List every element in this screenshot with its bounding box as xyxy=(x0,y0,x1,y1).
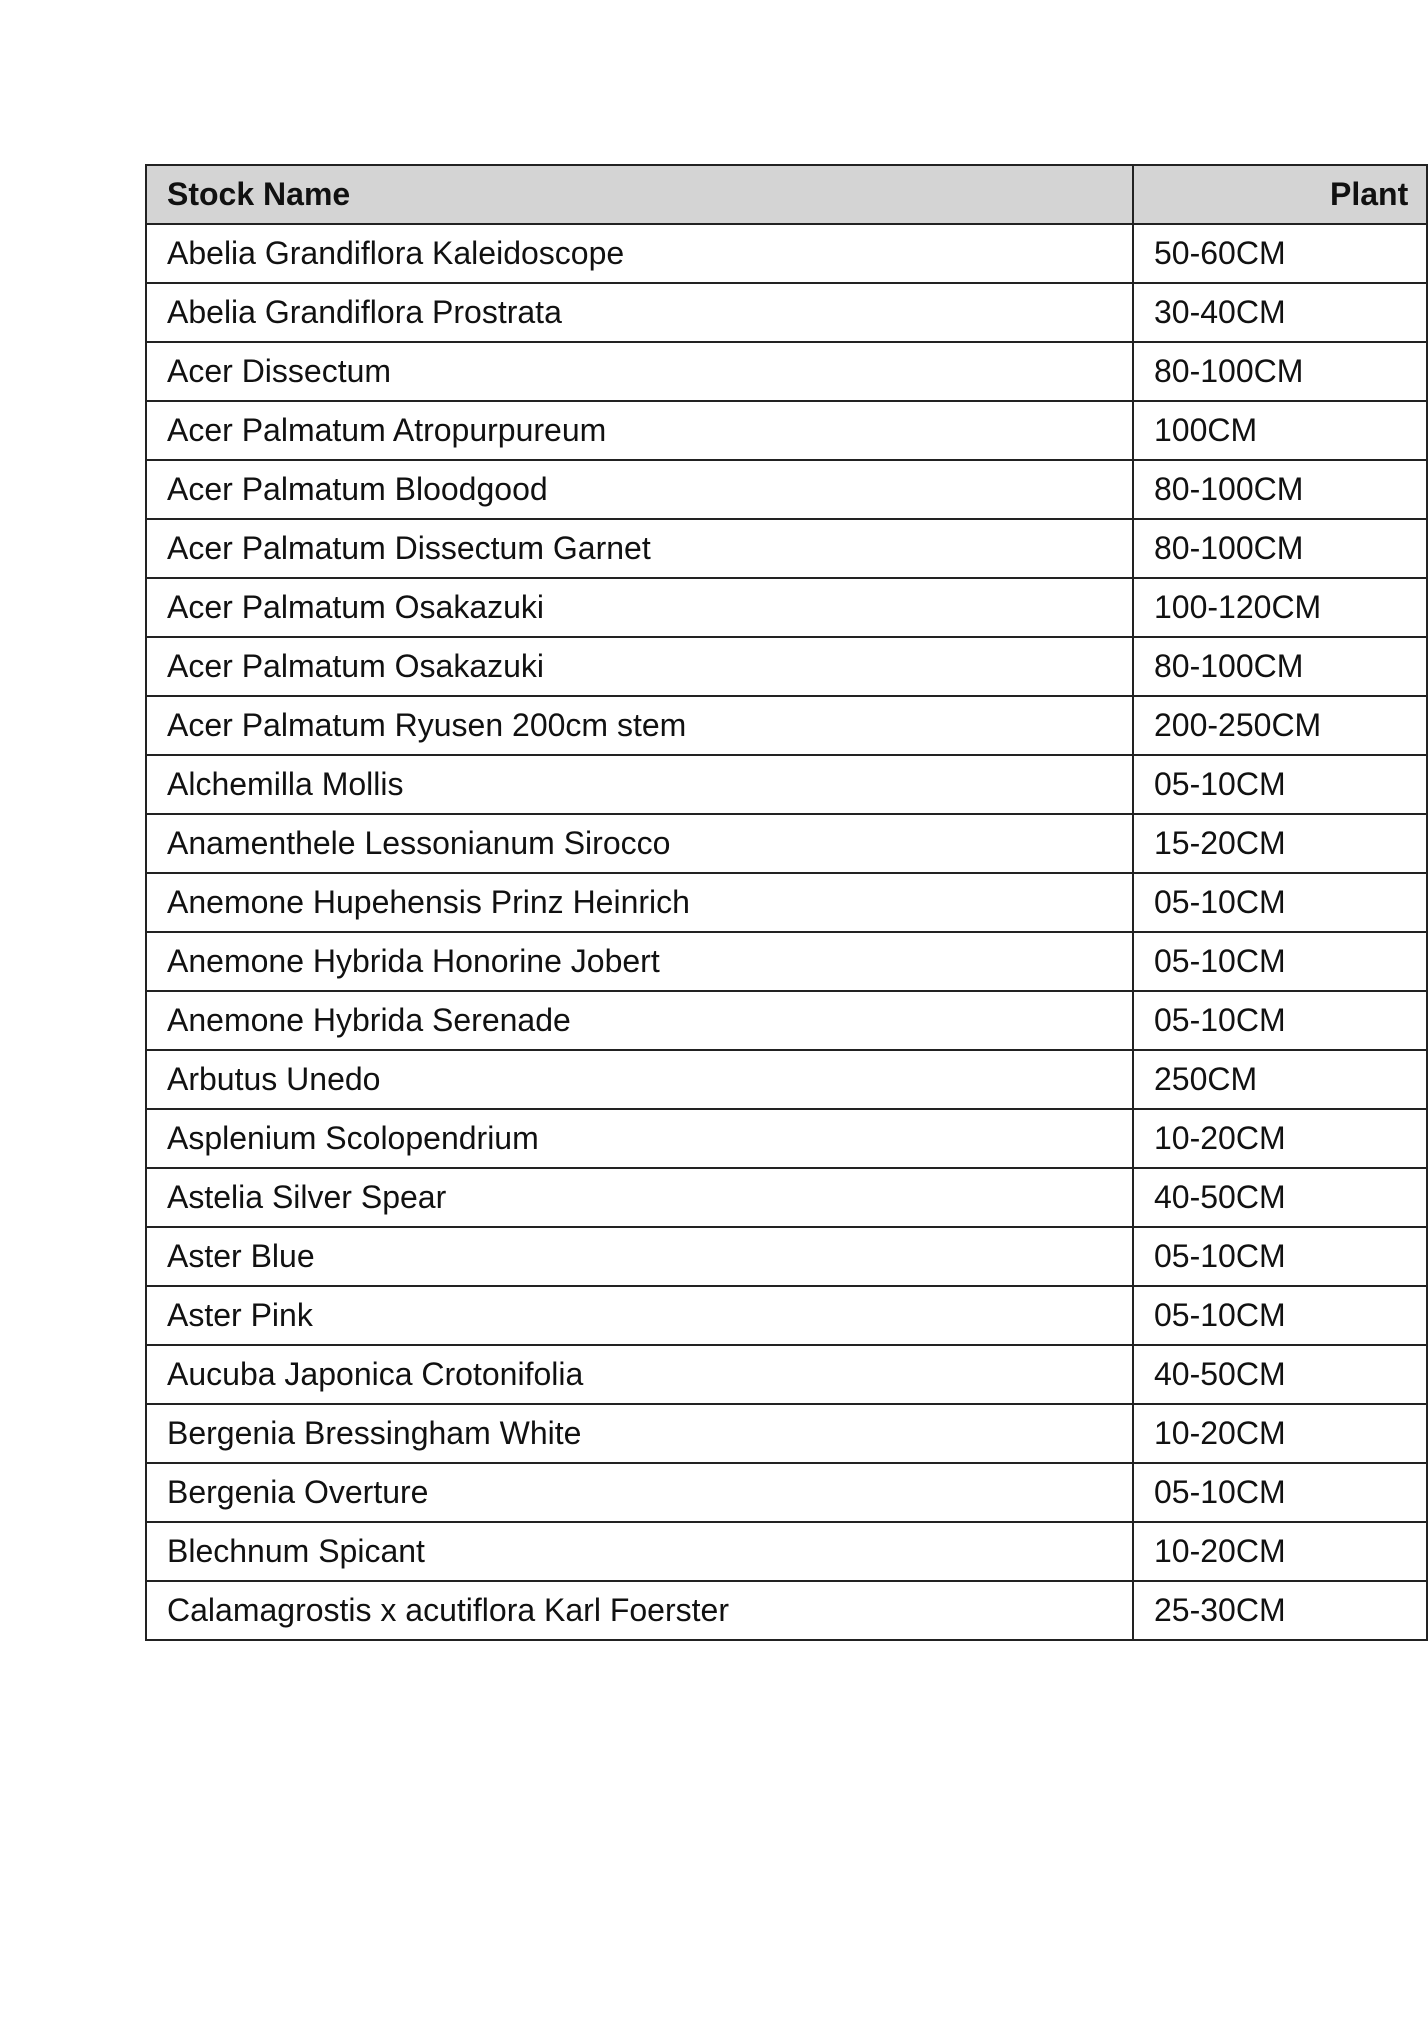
header-stock-name: Stock Name xyxy=(145,164,1134,225)
table-row: Acer Palmatum Atropurpureum 100CM xyxy=(145,400,1428,461)
table-row: Abelia Grandiflora Prostrata 30-40CM xyxy=(145,282,1428,343)
table-row: Astelia Silver Spear 40-50CM xyxy=(145,1167,1428,1228)
plant-size-cell: 05-10CM xyxy=(1132,754,1428,815)
stock-name-cell: Alchemilla Mollis xyxy=(145,754,1134,815)
plant-size-cell: 05-10CM xyxy=(1132,1285,1428,1346)
stock-name-cell: Anemone Hupehensis Prinz Heinrich xyxy=(145,872,1134,933)
stock-name-cell: Acer Palmatum Ryusen 200cm stem xyxy=(145,695,1134,756)
table-row: Acer Dissectum 80-100CM xyxy=(145,341,1428,402)
stock-name-cell: Aucuba Japonica Crotonifolia xyxy=(145,1344,1134,1405)
plant-size-cell: 250CM xyxy=(1132,1049,1428,1110)
stock-name-cell: Acer Dissectum xyxy=(145,341,1134,402)
plant-size-cell: 10-20CM xyxy=(1132,1108,1428,1169)
stock-name-cell: Acer Palmatum Dissectum Garnet xyxy=(145,518,1134,579)
stock-name-cell: Acer Palmatum Osakazuki xyxy=(145,636,1134,697)
table-row: Acer Palmatum Ryusen 200cm stem 200-250CM xyxy=(145,695,1428,756)
plant-size-cell: 15-20CM xyxy=(1132,813,1428,874)
table-row: Bergenia Bressingham White 10-20CM xyxy=(145,1403,1428,1464)
stock-name-cell: Astelia Silver Spear xyxy=(145,1167,1134,1228)
stock-name-cell: Arbutus Unedo xyxy=(145,1049,1134,1110)
stock-name-cell: Acer Palmatum Atropurpureum xyxy=(145,400,1134,461)
plant-size-cell: 80-100CM xyxy=(1132,636,1428,697)
stock-name-cell: Aster Pink xyxy=(145,1285,1134,1346)
plant-size-cell: 40-50CM xyxy=(1132,1344,1428,1405)
plant-size-cell: 100CM xyxy=(1132,400,1428,461)
table-row: Alchemilla Mollis 05-10CM xyxy=(145,754,1428,815)
plant-size-cell: 25-30CM xyxy=(1132,1580,1428,1641)
stock-name-cell: Blechnum Spicant xyxy=(145,1521,1134,1582)
plant-size-cell: 80-100CM xyxy=(1132,518,1428,579)
table-row: Anemone Hybrida Serenade 05-10CM xyxy=(145,990,1428,1051)
plant-size-cell: 50-60CM xyxy=(1132,223,1428,284)
table-row: Bergenia Overture 05-10CM xyxy=(145,1462,1428,1523)
plant-size-cell: 200-250CM xyxy=(1132,695,1428,756)
table-row: Anemone Hupehensis Prinz Heinrich 05-10CM xyxy=(145,872,1428,933)
header-row: Stock Name Plant xyxy=(145,164,1428,225)
table-row: Anamenthele Lessonianum Sirocco 15-20CM xyxy=(145,813,1428,874)
table-row: Aster Blue 05-10CM xyxy=(145,1226,1428,1287)
plant-size-cell: 30-40CM xyxy=(1132,282,1428,343)
plant-size-cell: 05-10CM xyxy=(1132,1462,1428,1523)
stock-name-cell: Abelia Grandiflora Kaleidoscope xyxy=(145,223,1134,284)
table-row: Asplenium Scolopendrium 10-20CM xyxy=(145,1108,1428,1169)
header-plant: Plant xyxy=(1132,164,1428,225)
stock-name-cell: Bergenia Bressingham White xyxy=(145,1403,1134,1464)
table-row: Aucuba Japonica Crotonifolia 40-50CM xyxy=(145,1344,1428,1405)
plant-size-cell: 100-120CM xyxy=(1132,577,1428,638)
plant-size-cell: 80-100CM xyxy=(1132,459,1428,520)
table-row: Arbutus Unedo 250CM xyxy=(145,1049,1428,1110)
table-row: Acer Palmatum Osakazuki 80-100CM xyxy=(145,636,1428,697)
table-row: Abelia Grandiflora Kaleidoscope 50-60CM xyxy=(145,223,1428,284)
plant-size-cell: 05-10CM xyxy=(1132,931,1428,992)
plant-size-cell: 80-100CM xyxy=(1132,341,1428,402)
table-row: Acer Palmatum Dissectum Garnet 80-100CM xyxy=(145,518,1428,579)
stock-name-cell: Calamagrostis x acutiflora Karl Foerster xyxy=(145,1580,1134,1641)
stock-name-cell: Anamenthele Lessonianum Sirocco xyxy=(145,813,1134,874)
table-body: Abelia Grandiflora Kaleidoscope 50-60CM Ab… xyxy=(145,223,1428,1641)
stock-name-cell: Abelia Grandiflora Prostrata xyxy=(145,282,1134,343)
plant-size-cell: 10-20CM xyxy=(1132,1521,1428,1582)
table-row: Blechnum Spicant 10-20CM xyxy=(145,1521,1428,1582)
stock-name-cell: Anemone Hybrida Honorine Jobert xyxy=(145,931,1134,992)
stock-name-cell: Asplenium Scolopendrium xyxy=(145,1108,1134,1169)
plant-size-cell: 05-10CM xyxy=(1132,1226,1428,1287)
table-row: Acer Palmatum Osakazuki 100-120CM xyxy=(145,577,1428,638)
table-row: Aster Pink 05-10CM xyxy=(145,1285,1428,1346)
plant-size-cell: 10-20CM xyxy=(1132,1403,1428,1464)
table-row: Acer Palmatum Bloodgood 80-100CM xyxy=(145,459,1428,520)
table-row: Anemone Hybrida Honorine Jobert 05-10CM xyxy=(145,931,1428,992)
plant-size-cell: 05-10CM xyxy=(1132,990,1428,1051)
plant-size-cell: 05-10CM xyxy=(1132,872,1428,933)
stock-name-cell: Acer Palmatum Bloodgood xyxy=(145,459,1134,520)
stock-name-cell: Bergenia Overture xyxy=(145,1462,1134,1523)
stock-name-cell: Acer Palmatum Osakazuki xyxy=(145,577,1134,638)
stock-table: Stock Name Plant Abelia Grandiflora Kale… xyxy=(145,164,1428,1641)
stock-name-cell: Anemone Hybrida Serenade xyxy=(145,990,1134,1051)
stock-name-cell: Aster Blue xyxy=(145,1226,1134,1287)
plant-size-cell: 40-50CM xyxy=(1132,1167,1428,1228)
table-row: Calamagrostis x acutiflora Karl Foerster… xyxy=(145,1580,1428,1641)
